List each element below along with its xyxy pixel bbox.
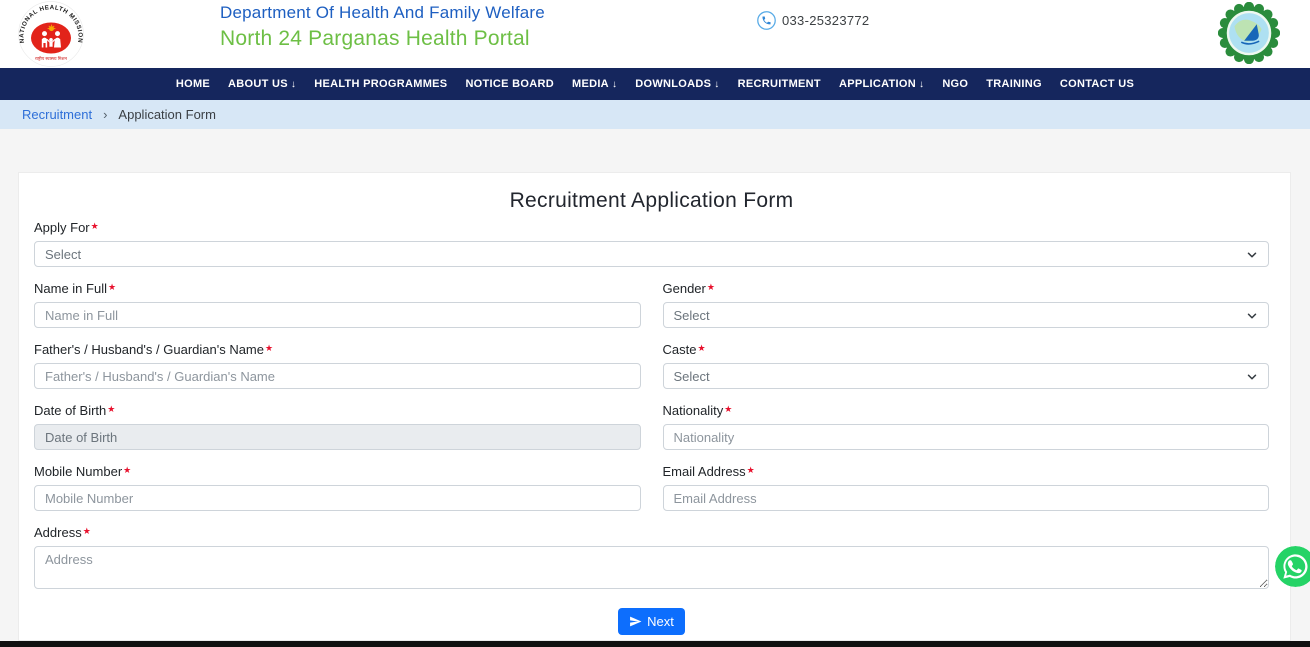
nav-item-contact-us[interactable]: CONTACT US — [1059, 78, 1135, 90]
next-button-label: Next — [647, 614, 674, 629]
nav-item-label: DOWNLOADS — [635, 78, 712, 90]
nationality-label: Nationality★ — [663, 403, 1270, 418]
department-title: Department Of Health And Family Welfare — [220, 3, 545, 22]
next-button[interactable]: Next — [618, 608, 685, 635]
caste-select-value: Select — [673, 368, 710, 384]
national-health-mission-logo-icon: NATIONAL HEALTH MISSION राष्ट्रीय स्वास्… — [18, 1, 84, 67]
application-form-card: Recruitment Application Form Apply For★ … — [18, 172, 1291, 641]
address-field: Address★ — [34, 525, 1269, 594]
apply-for-select[interactable]: Select — [34, 241, 1269, 267]
nav-item-recruitment[interactable]: RECRUITMENT — [737, 78, 821, 90]
name-in-full-field: Name in Full★ — [34, 281, 641, 328]
email-address-label: Email Address★ — [663, 464, 1270, 479]
guardian-name-field: Father's / Husband's / Guardian's Name★ — [34, 342, 641, 389]
required-asterisk: ★ — [107, 282, 117, 292]
phone-icon — [757, 11, 776, 30]
apply-for-select-value: Select — [45, 246, 82, 262]
nav-item-ngo[interactable]: NGO — [942, 78, 969, 90]
address-textarea[interactable] — [34, 546, 1269, 589]
required-asterisk: ★ — [746, 465, 755, 475]
name-in-full-label: Name in Full★ — [34, 281, 641, 296]
date-of-birth-label: Date of Birth★ — [34, 403, 641, 418]
email-address-input[interactable] — [662, 485, 1269, 511]
required-asterisk: ★ — [697, 343, 706, 353]
form-actions: Next — [34, 608, 1269, 635]
header-phone: 033-25323772 — [757, 11, 869, 30]
required-asterisk: ★ — [265, 343, 274, 353]
phone-number: 033-25323772 — [782, 13, 870, 28]
nav-item-label: ABOUT US — [228, 78, 288, 90]
name-in-full-input[interactable] — [34, 302, 641, 328]
label-text: Address — [34, 525, 82, 540]
guardian-name-input[interactable] — [34, 363, 641, 389]
nav-item-downloads[interactable]: DOWNLOADS ↓ — [626, 78, 728, 90]
address-label: Address★ — [34, 525, 1269, 540]
whatsapp-button[interactable] — [1275, 546, 1310, 587]
nationality-input[interactable] — [662, 424, 1269, 450]
apply-for-field: Apply For★ Select — [34, 220, 1269, 267]
dropdown-arrow-icon: ↓ — [919, 78, 925, 90]
nav-item-label: MEDIA — [571, 78, 609, 90]
nav-item-training[interactable]: TRAINING — [986, 78, 1042, 90]
label-text: Apply For — [34, 220, 90, 235]
portal-title: North 24 Parganas Health Portal — [220, 27, 530, 50]
svg-text:राष्ट्रीय स्वास्थ्य मिशन: राष्ट्रीय स्वास्थ्य मिशन — [35, 56, 68, 61]
breadcrumb-separator: › — [103, 107, 108, 122]
page-header: NATIONAL HEALTH MISSION राष्ट्रीय स्वास्… — [0, 0, 1310, 68]
page-title: Recruitment Application Form — [509, 189, 794, 212]
chevron-down-icon — [1247, 252, 1257, 258]
gender-select[interactable]: Select — [662, 302, 1269, 328]
nav-item-health-programmes[interactable]: HEALTH PROGRAMMES — [314, 78, 448, 90]
dropdown-arrow-icon: ↓ — [290, 78, 297, 90]
guardian-name-label: Father's / Husband's / Guardian's Name★ — [34, 342, 641, 357]
breadcrumb-link-recruitment[interactable]: Recruitment — [22, 107, 93, 122]
footer-top-edge — [0, 641, 1310, 647]
main-navbar: HOME ABOUT US ↓ HEALTH PROGRAMMES NOTICE … — [0, 68, 1310, 100]
nav-item-about-us[interactable]: ABOUT US ↓ — [219, 78, 305, 90]
mobile-number-field: Mobile Number★ — [34, 464, 641, 511]
label-text: Caste — [662, 342, 697, 357]
breadcrumb: Recruitment › Application Form — [0, 100, 1310, 129]
required-asterisk: ★ — [90, 221, 99, 231]
nav-item-application[interactable]: APPLICATION ↓ — [830, 78, 933, 90]
send-icon — [630, 616, 642, 627]
label-text: Mobile Number — [34, 464, 123, 479]
label-text: Gender — [662, 281, 706, 296]
site-titles: Department Of Health And Family Welfare … — [220, 3, 545, 51]
caste-field: Caste★ Select — [662, 342, 1270, 389]
mobile-number-label: Mobile Number★ — [34, 464, 641, 479]
required-asterisk: ★ — [706, 282, 715, 292]
caste-label: Caste★ — [663, 342, 1270, 357]
nav-item-media[interactable]: MEDIA ↓ — [563, 78, 626, 90]
label-text: Father's / Husband's / Guardian's Name — [34, 342, 264, 357]
biswa-bangla-seal-icon — [1218, 2, 1280, 64]
breadcrumb-current: Application Form — [118, 107, 216, 122]
apply-for-label: Apply For★ — [34, 220, 1269, 235]
label-text: Email Address — [662, 464, 746, 479]
nav-item-label: APPLICATION — [838, 78, 916, 90]
mobile-number-input[interactable] — [34, 485, 641, 511]
date-of-birth-field: Date of Birth★ — [34, 403, 641, 450]
date-of-birth-input[interactable] — [34, 424, 641, 450]
required-asterisk: ★ — [107, 404, 116, 414]
nationality-field: Nationality★ — [662, 403, 1270, 450]
caste-select[interactable]: Select — [662, 363, 1269, 389]
chevron-down-icon — [1247, 374, 1257, 380]
label-text: Nationality — [662, 403, 724, 418]
main-content: Recruitment Application Form Apply For★ … — [0, 129, 1310, 647]
required-asterisk: ★ — [724, 404, 733, 414]
dropdown-arrow-icon: ↓ — [611, 78, 618, 90]
required-asterisk: ★ — [123, 465, 132, 475]
chevron-down-icon — [1247, 313, 1257, 319]
email-address-field: Email Address★ — [662, 464, 1270, 511]
gender-select-value: Select — [673, 307, 710, 323]
required-asterisk: ★ — [82, 526, 91, 536]
gender-field: Gender★ Select — [662, 281, 1270, 328]
label-text: Name in Full — [34, 281, 107, 296]
gender-label: Gender★ — [663, 281, 1270, 296]
dropdown-arrow-icon: ↓ — [714, 78, 720, 90]
nav-item-notice-board[interactable]: NOTICE BOARD — [465, 78, 554, 90]
label-text: Date of Birth — [34, 403, 107, 418]
nav-item-home[interactable]: HOME — [175, 78, 211, 90]
